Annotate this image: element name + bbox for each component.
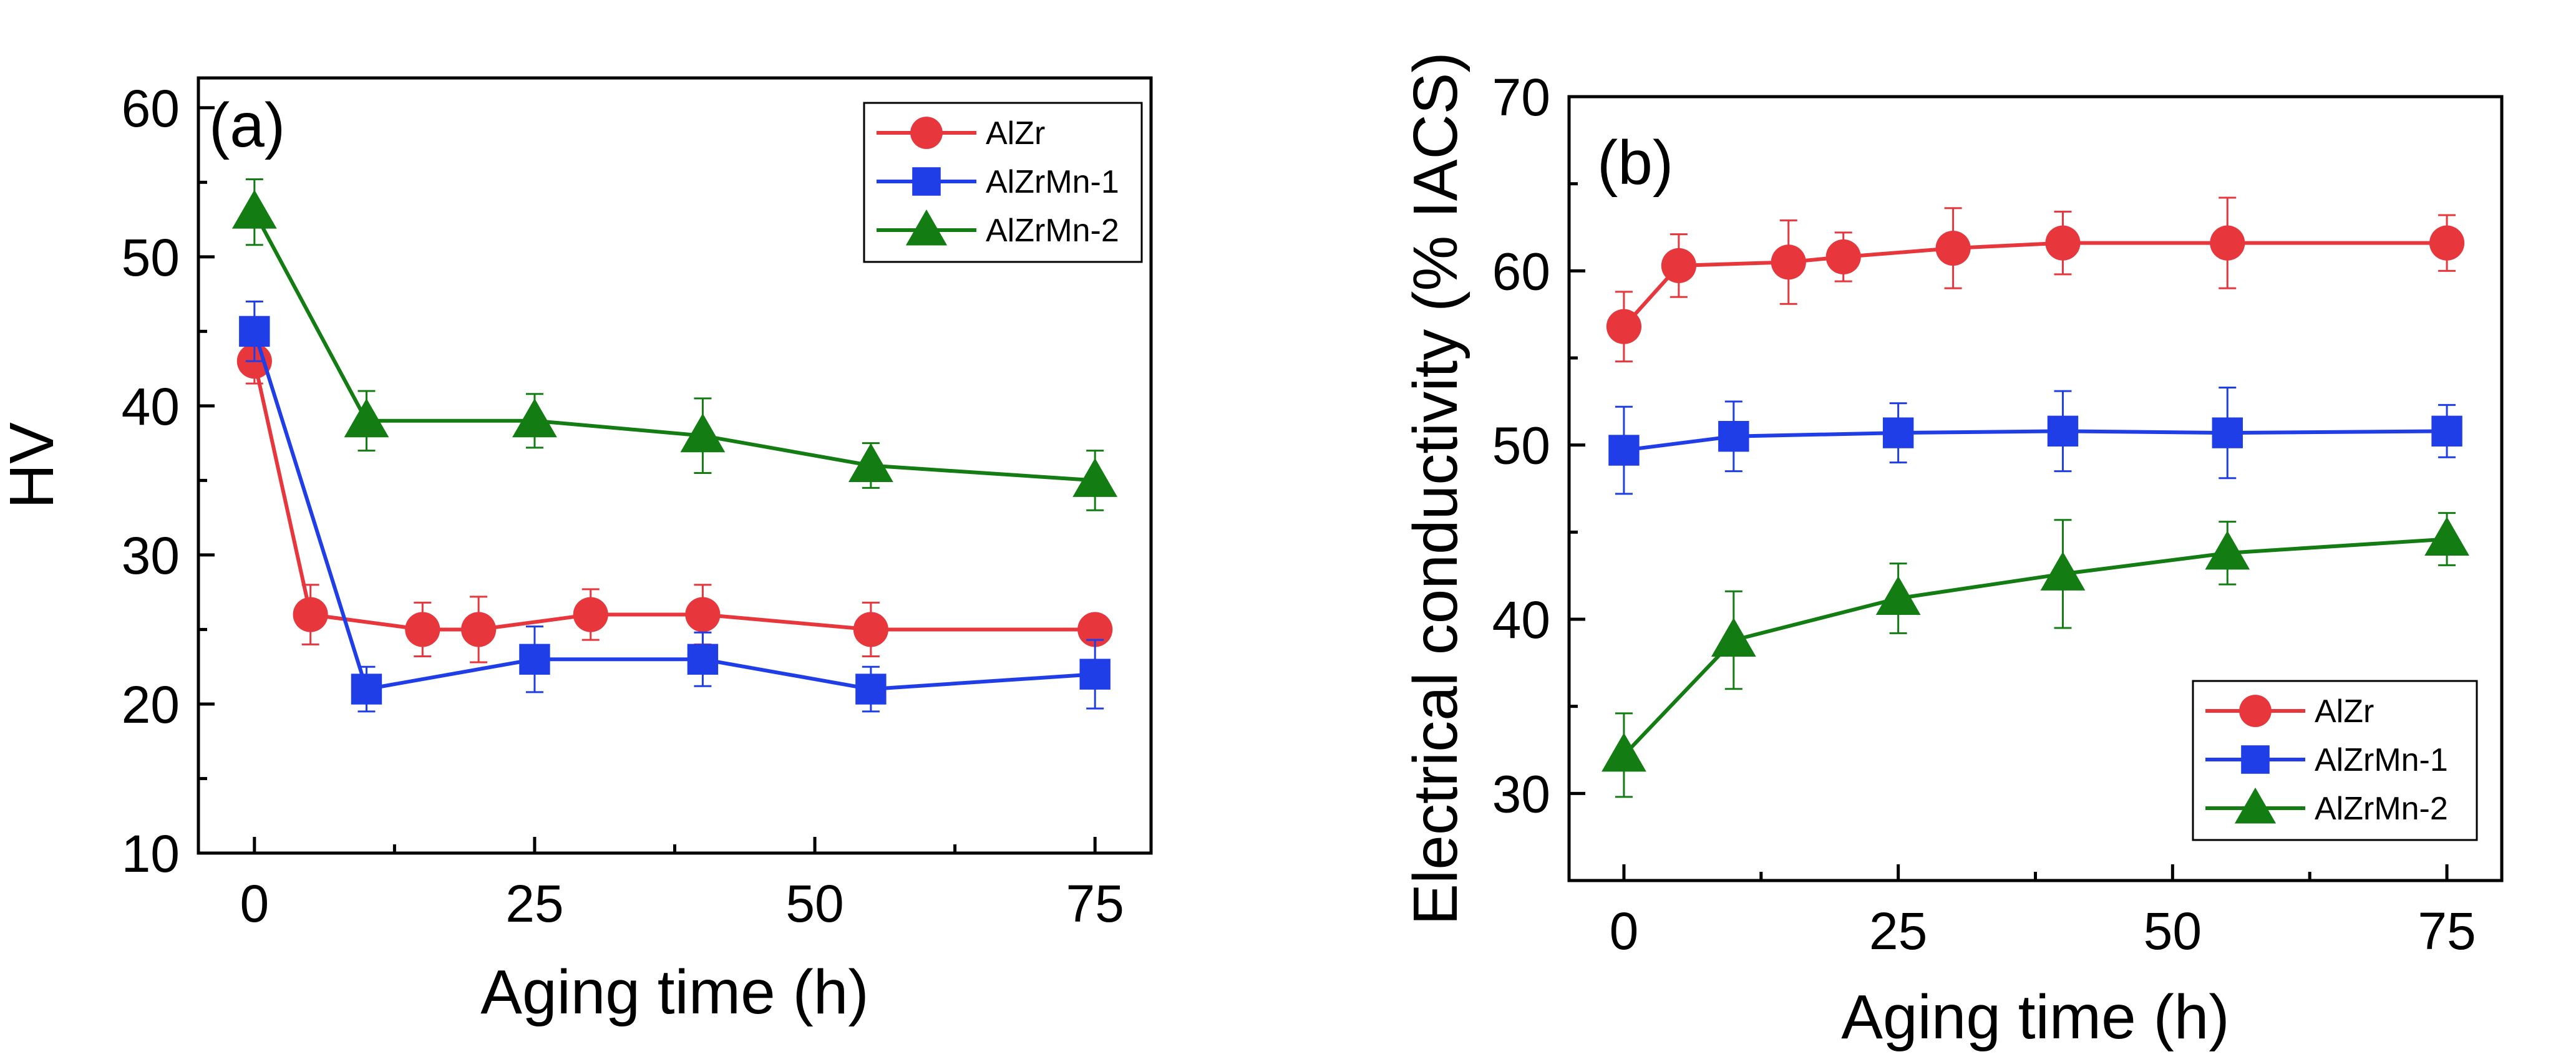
x-tick-label: 25 <box>1869 902 1927 960</box>
y-tick-label: 30 <box>122 526 180 585</box>
y-tick-label: 60 <box>1492 242 1550 301</box>
x-tick-label: 50 <box>2144 902 2202 960</box>
data-point <box>685 597 721 632</box>
panel-b-conductivity-chart: 0 25 50 75 30 40 50 60 70 Aging time (h) Electrica… <box>1401 52 2504 1052</box>
legend-marker <box>912 167 941 196</box>
panel-a-hardness-chart: 0 25 50 75 10 20 30 40 50 60 Aging time (h) HV (a) Al… <box>0 76 1153 1027</box>
data-point <box>573 597 608 632</box>
legend-marker <box>910 117 943 149</box>
data-point <box>2210 225 2245 261</box>
data-point <box>2045 225 2081 261</box>
data-point <box>2040 551 2086 591</box>
legend-label: AlZrMn-2 <box>986 213 1119 249</box>
data-point <box>848 443 893 483</box>
data-point <box>1072 458 1118 497</box>
data-point <box>2205 530 2250 570</box>
panel-label: (b) <box>1597 128 1673 198</box>
data-point <box>2424 516 2469 556</box>
data-point <box>1875 576 1921 615</box>
data-point <box>855 673 887 705</box>
x-tick-label: 75 <box>1066 874 1124 933</box>
data-point <box>1601 733 1646 772</box>
series-alzrmn-2 <box>231 178 1118 511</box>
x-axis-title: Aging time (h) <box>1841 982 2229 1052</box>
series-alzrmn-1 <box>239 301 1111 713</box>
data-point <box>2047 415 2079 447</box>
y-tick-label: 50 <box>122 228 180 287</box>
series-alzrmn-2 <box>1601 512 2469 798</box>
data-point <box>853 612 888 647</box>
series-line <box>252 331 1096 692</box>
data-point <box>680 413 726 453</box>
data-point <box>512 398 557 438</box>
data-point <box>231 190 277 229</box>
data-point <box>461 612 497 647</box>
legend-label: AlZr <box>2315 693 2374 730</box>
data-point <box>293 597 328 632</box>
series-line <box>1622 537 2447 756</box>
x-tick-label: 0 <box>1610 902 1639 960</box>
y-tick-label: 50 <box>1492 417 1550 475</box>
series-line <box>252 360 1096 632</box>
data-point <box>239 316 270 347</box>
legend: AlZr AlZrMn-1 AlZrMn-2 <box>863 102 1143 263</box>
data-point <box>1718 421 1749 452</box>
series-line <box>1623 429 2447 453</box>
legend-label: AlZrMn-2 <box>2315 791 2448 827</box>
series-line <box>1622 241 2447 328</box>
series-alzrmn-1 <box>1608 386 2462 495</box>
x-tick-label: 75 <box>2418 902 2476 960</box>
x-tick-label: 0 <box>240 874 269 933</box>
legend-marker <box>905 209 948 246</box>
y-tick-label: 10 <box>122 824 180 883</box>
y-tick-label: 40 <box>122 377 180 436</box>
data-point <box>1606 309 1642 344</box>
y-tick-label: 40 <box>1492 591 1550 649</box>
y-tick-label: 20 <box>122 675 180 734</box>
data-point <box>351 673 382 705</box>
data-point <box>344 398 389 438</box>
y-axis-title: HV <box>0 422 67 509</box>
data-point <box>1935 230 1971 266</box>
y-tick-label: 70 <box>1492 68 1550 127</box>
data-point <box>519 644 550 675</box>
data-point <box>1661 248 1696 284</box>
series-line <box>253 211 1096 483</box>
data-point <box>1608 435 1640 466</box>
x-axis-title: Aging time (h) <box>480 957 868 1027</box>
legend-label: AlZr <box>986 115 1045 152</box>
data-point <box>2429 225 2465 261</box>
legend: AlZr AlZrMn-1 AlZrMn-2 <box>2192 680 2478 841</box>
panel-label: (a) <box>209 90 285 160</box>
data-point <box>1079 659 1111 690</box>
data-point <box>1711 617 1756 657</box>
data-point <box>1771 244 1806 280</box>
legend-label: AlZrMn-1 <box>2315 742 2448 778</box>
data-point <box>2431 415 2462 447</box>
y-tick-label: 60 <box>122 79 180 138</box>
x-tick-label: 25 <box>505 874 563 933</box>
legend-label: AlZrMn-1 <box>986 164 1119 200</box>
data-point <box>1825 239 1861 275</box>
data-point <box>1077 612 1113 647</box>
data-point <box>2212 417 2243 448</box>
y-axis-title: Electrical conductivity (% IACS) <box>1401 52 1470 925</box>
legend-marker <box>2239 695 2272 727</box>
legend-marker <box>2234 787 2277 824</box>
x-tick-label: 50 <box>785 874 843 933</box>
legend-marker <box>2241 745 2270 774</box>
data-point <box>687 644 719 675</box>
series-alzr <box>1606 196 2465 363</box>
series-alzr <box>236 337 1113 664</box>
data-point <box>405 612 440 647</box>
data-point <box>1882 417 1914 448</box>
y-tick-label: 30 <box>1492 765 1550 823</box>
